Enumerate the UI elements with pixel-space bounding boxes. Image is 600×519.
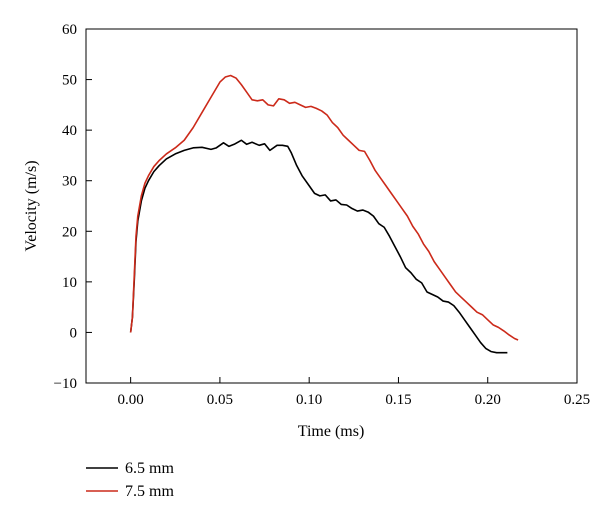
legend: 6.5 mm 7.5 mm: [86, 460, 174, 500]
y-tick-label: 50: [62, 73, 77, 89]
legend-label-7-5mm: 7.5 mm: [125, 483, 174, 500]
y-axis-title: Velocity (m/s): [23, 160, 40, 251]
x-tick-label: 0.00: [118, 392, 144, 408]
y-tick-label: 0: [70, 325, 78, 341]
x-tick-label: 0.15: [385, 392, 411, 408]
x-axis-ticks: 0.00 0.05 0.10 0.15 0.20 0.25: [118, 377, 590, 408]
x-tick-label: 0.10: [296, 392, 322, 408]
y-tick-label: 40: [62, 123, 77, 139]
y-tick-label: 30: [62, 174, 77, 190]
y-tick-label: 20: [62, 224, 77, 240]
y-tick-label: 60: [62, 22, 77, 38]
x-tick-label: 0.20: [475, 392, 501, 408]
y-tick-label: −10: [54, 376, 77, 392]
x-axis-title: Time (ms): [298, 423, 365, 440]
plot-frame: [85, 28, 578, 384]
legend-label-6-5mm: 6.5 mm: [125, 460, 174, 477]
series-line-6-5-mm: [129, 139, 508, 354]
y-axis-ticks: −10 0 10 20 30 40 50 60: [54, 22, 92, 392]
series-line-7-5-mm: [129, 74, 519, 341]
x-tick-label: 0.05: [207, 392, 233, 408]
x-tick-label: 0.25: [564, 392, 590, 408]
series-layer: [129, 74, 519, 354]
y-tick-label: 10: [62, 275, 77, 291]
